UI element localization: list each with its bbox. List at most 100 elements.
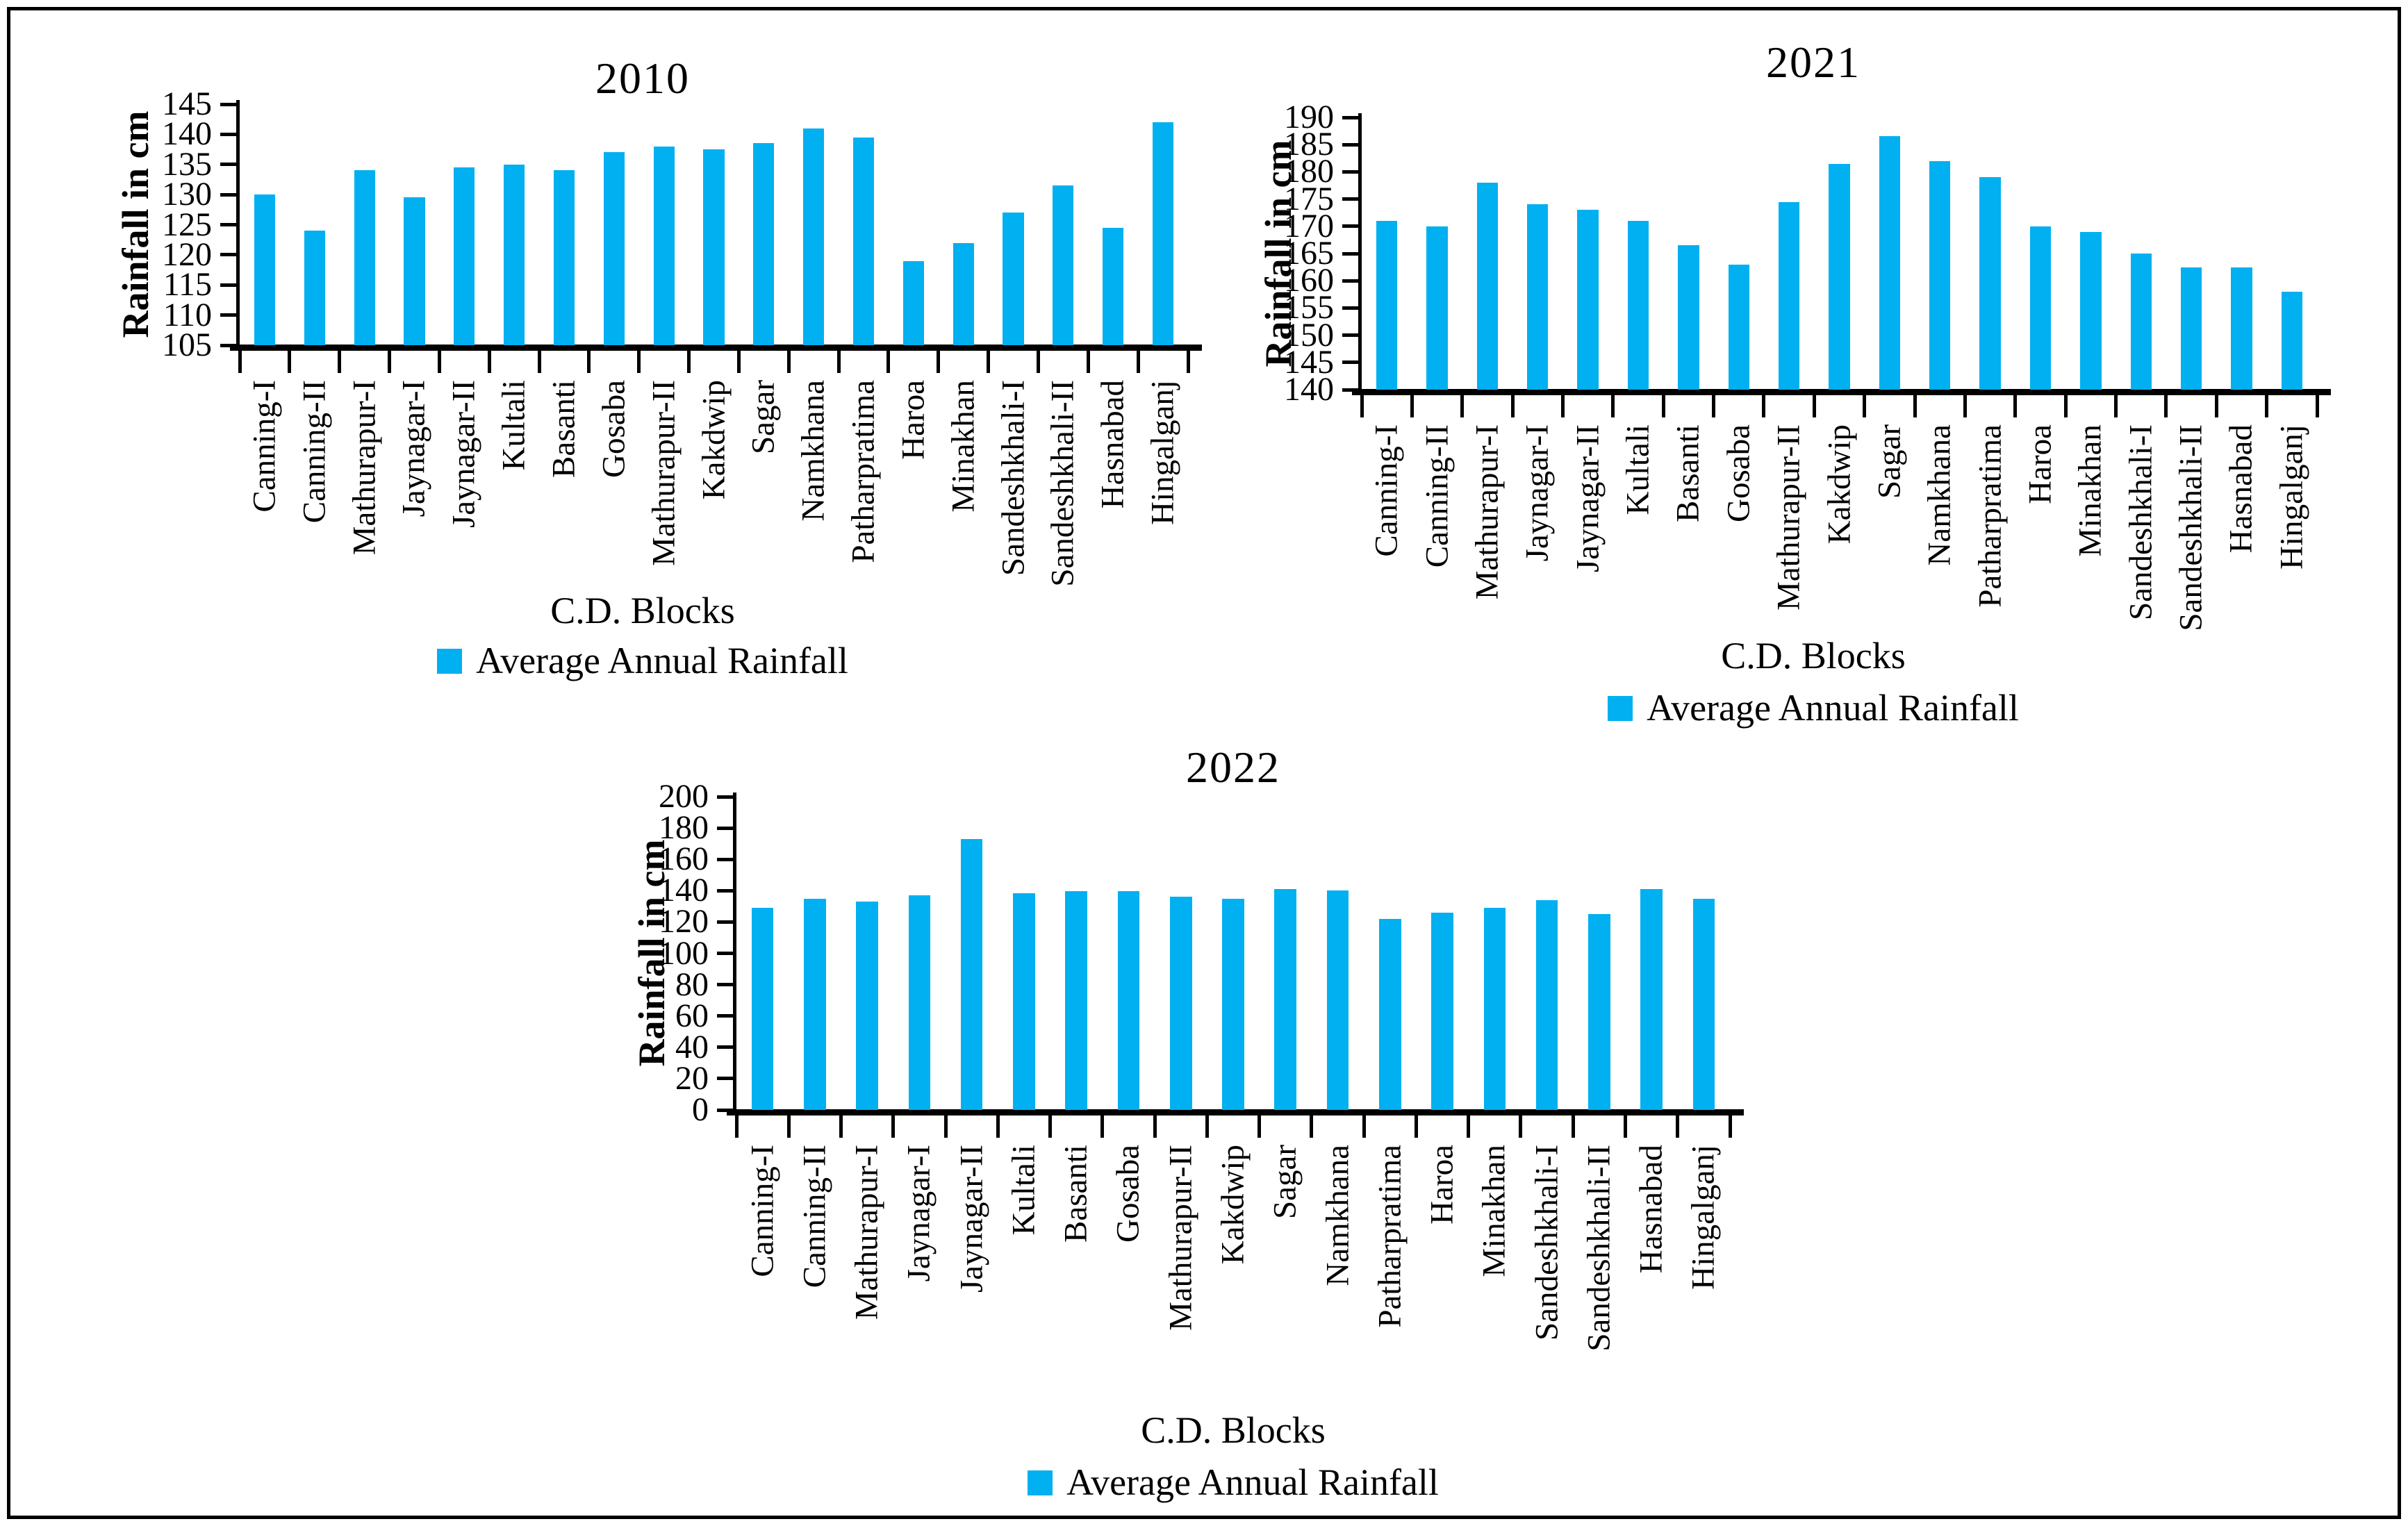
x-tick — [1611, 395, 1615, 417]
y-tick — [1342, 306, 1358, 310]
bar-gosaba — [603, 152, 625, 345]
x-tick — [1036, 351, 1040, 373]
x-tick — [1186, 351, 1190, 373]
x-tick — [786, 1116, 791, 1138]
bar-canning-ii — [304, 231, 325, 345]
bar-kakdwip — [1222, 898, 1244, 1110]
y-tick — [220, 102, 236, 106]
plot-area: 105 110 115 120 125 130 135 140 145 Canning-I Cann… — [162, 88, 1202, 587]
x-tick — [736, 351, 741, 373]
bar-namkhana — [1929, 160, 1951, 390]
bar-mathurapur-ii — [653, 146, 675, 345]
x-tick — [537, 351, 541, 373]
y-tick-label: 140 — [659, 872, 709, 909]
x-tick — [1362, 1116, 1366, 1138]
bar-sandeshkhali-i — [1535, 899, 1558, 1110]
x-tick — [1863, 395, 1867, 417]
bar-mathurapur-ii — [1778, 201, 1800, 390]
x-tick — [1762, 395, 1766, 417]
y-axis — [1358, 113, 1362, 395]
y-tick-label: 135 — [162, 145, 212, 183]
x-tick — [437, 351, 441, 373]
bar-patharpratima — [852, 137, 875, 345]
bar-sandeshkhali-ii — [1588, 914, 1610, 1110]
bar-canning-i — [1376, 220, 1398, 390]
x-tick — [1460, 395, 1465, 417]
bar-sandeshkhali-i — [2130, 254, 2152, 390]
x-tick — [1510, 395, 1515, 417]
bar-kultali — [504, 164, 525, 345]
bar-kakdwip — [1829, 163, 1850, 390]
x-tick — [891, 1116, 896, 1138]
y-axis — [236, 100, 240, 351]
y-tick — [717, 857, 733, 861]
bar-gosaba — [1117, 891, 1140, 1110]
bar-minakhan — [953, 242, 974, 345]
x-tick — [1310, 1116, 1314, 1138]
legend: Average Annual Rainfall — [63, 640, 1223, 681]
y-tick — [717, 920, 733, 924]
bar-hasnabad — [1640, 889, 1663, 1110]
x-tick — [1728, 1116, 1732, 1138]
bar-basanti — [1065, 891, 1087, 1110]
x-tick — [1205, 1116, 1209, 1138]
y-tick-label: 105 — [162, 326, 212, 363]
plot-area: 140 145 150 155 160 165 170 175 180 185 190 Canning… — [1284, 101, 2331, 631]
y-tick-label: 175 — [1284, 180, 1334, 217]
y-tick-label: 120 — [162, 235, 212, 273]
x-tick — [1257, 1116, 1262, 1138]
x-tick — [734, 1116, 739, 1138]
y-tick-label: 160 — [1284, 262, 1334, 299]
bar-gosaba — [1728, 264, 1749, 390]
chart-2021: 2021 Rainfall in cm 140 145 150 155 160 165 17… — [1230, 28, 2397, 764]
y-tick — [1342, 197, 1358, 201]
x-tick — [637, 351, 641, 373]
x-axis — [1352, 389, 2331, 395]
y-tick — [717, 888, 733, 893]
y-tick-label: 40 — [675, 1028, 709, 1065]
bar-jaynagar-ii — [960, 838, 983, 1110]
bar-kultali — [1013, 893, 1035, 1110]
y-tick-label: 20 — [675, 1059, 709, 1097]
y-tick-label: 120 — [659, 903, 709, 940]
y-tick — [717, 983, 733, 987]
x-tick — [1100, 1116, 1105, 1138]
y-tick-label: 100 — [659, 934, 709, 972]
bar-patharpratima — [1979, 177, 2001, 390]
x-tick — [1913, 395, 1917, 417]
bar-haroa — [2029, 226, 2052, 390]
bar-hingalganj — [2281, 291, 2302, 390]
y-tick — [220, 253, 236, 257]
bar-mathurapur-i — [856, 902, 878, 1110]
y-tick — [717, 952, 733, 955]
y-tick-label: 80 — [675, 965, 709, 1003]
y-tick — [220, 283, 236, 287]
x-tick — [1410, 395, 1414, 417]
bar-minakhan — [2080, 231, 2102, 390]
legend-label: Average Annual Rainfall — [1066, 1461, 1439, 1503]
y-tick-label: 150 — [1284, 316, 1334, 354]
x-tick — [2265, 395, 2269, 417]
x-tick — [388, 351, 392, 373]
y-tick — [220, 343, 236, 347]
chart-title: 2010 — [595, 53, 690, 103]
y-tick — [220, 163, 236, 167]
chart-title: 2021 — [1766, 38, 1861, 87]
legend-swatch — [437, 648, 463, 674]
bar-namkhana — [1326, 890, 1349, 1110]
y-tick — [220, 192, 236, 197]
legend-label: Average Annual Rainfall — [476, 640, 848, 681]
x-tick — [1963, 395, 1967, 417]
x-tick — [1661, 395, 1665, 417]
x-axis-title: C.D. Blocks — [1141, 1409, 1326, 1451]
x-tick — [886, 351, 891, 373]
plot-area: 0 20 40 60 80 100 120 140 160 180 200 Canning-I Cann… — [659, 780, 1744, 1352]
y-tick-label: 145 — [1284, 343, 1334, 381]
x-axis — [230, 345, 1202, 351]
legend-swatch — [1608, 695, 1633, 721]
bar-mathurapur-i — [1476, 183, 1499, 390]
x-tick — [1414, 1116, 1418, 1138]
y-tick — [717, 1108, 733, 1112]
x-tick — [943, 1116, 948, 1138]
y-tick-label: 190 — [1284, 99, 1334, 135]
